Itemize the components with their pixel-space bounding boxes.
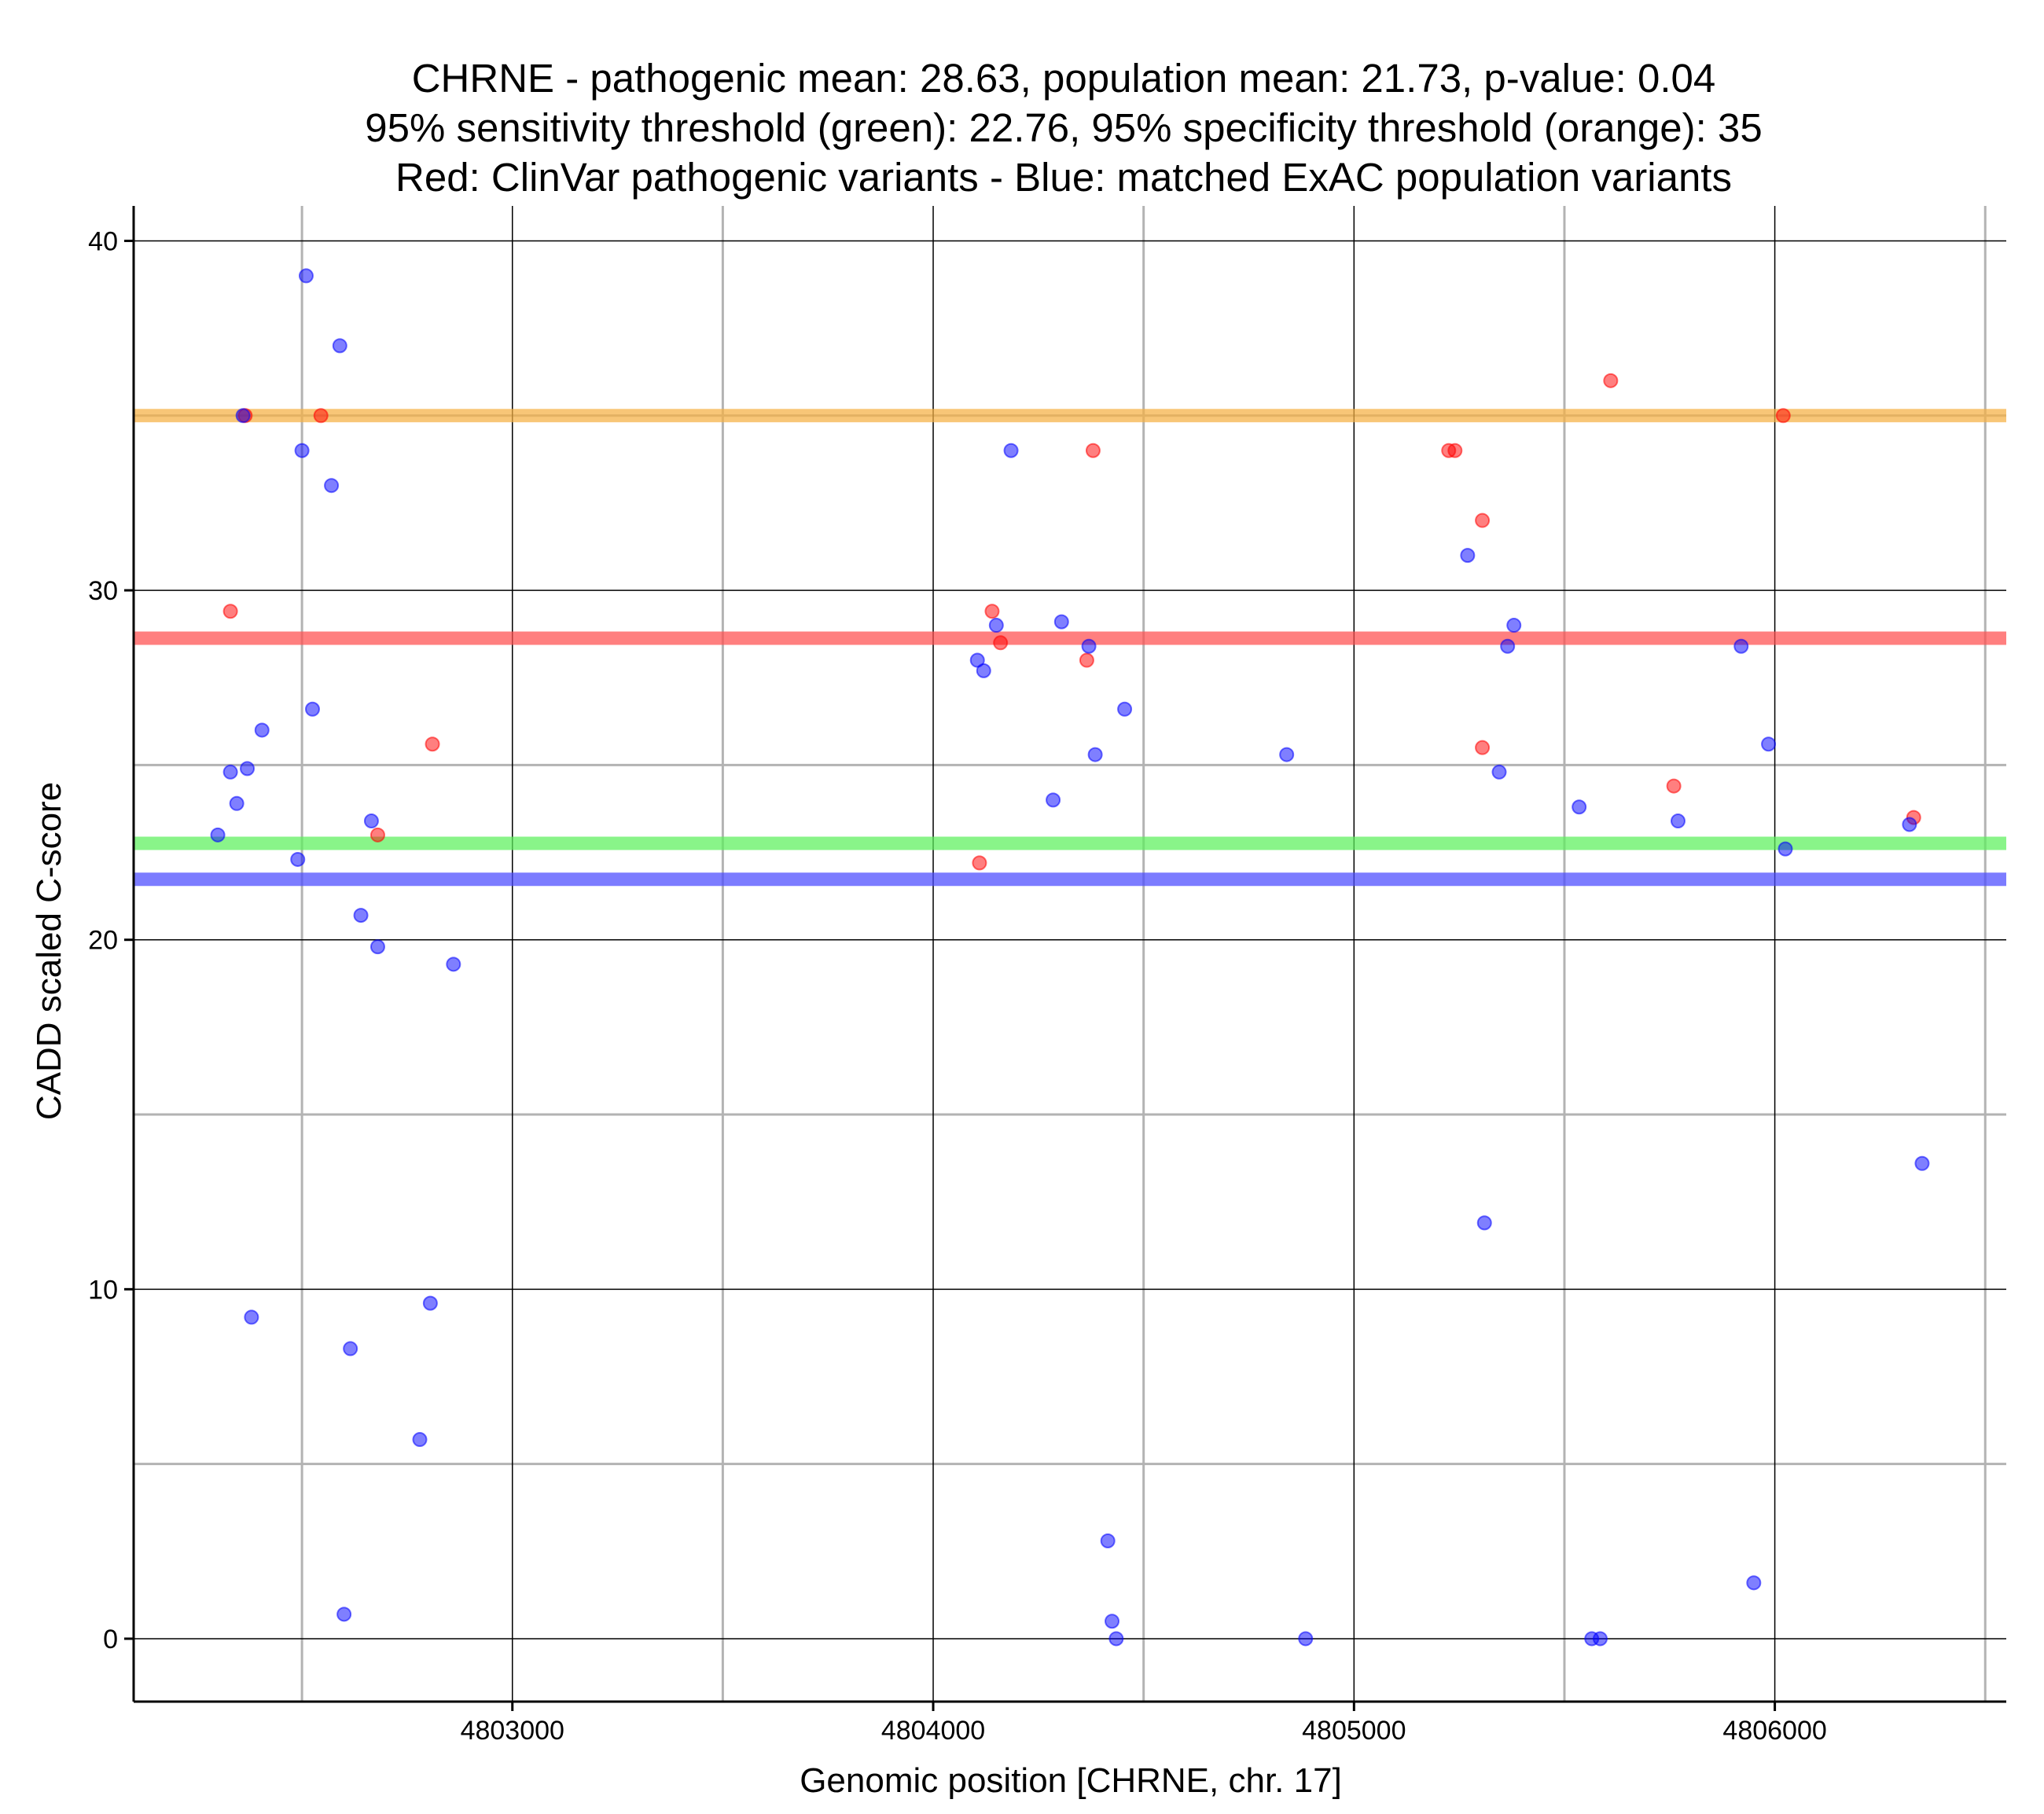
title-line-2: 95% sensitivity threshold (green): 22.76… [365,105,1762,150]
population-variant-point [976,663,991,678]
pathogenic-variant-point [1079,652,1094,668]
population-variant-point [1053,614,1069,630]
population-variant-point [1081,638,1097,654]
population-variant-point [1761,736,1777,752]
population-variant-point [1777,841,1793,857]
y-tick-label: 10 [88,1275,118,1305]
title-line-1: CHRNE - pathogenic mean: 28.63, populati… [412,56,1716,101]
reference-lines [134,409,2006,887]
population-variant-point [290,851,306,867]
population-variant-point [1746,1575,1762,1591]
pathogenic-variant-point [425,736,440,752]
pathogenic-variant-point [972,855,987,871]
population-variant-point [1506,618,1522,633]
population-variant-point [446,957,461,972]
chart-title: CHRNE - pathogenic mean: 28.63, populati… [365,56,1762,200]
population-variant-point [1491,764,1507,780]
population-variant-point [1279,747,1295,762]
axes: 0 10 20 30 40 4803000 4804000 4805000 4806000 [88,206,2006,1746]
population-variant-point [1100,1533,1116,1548]
pathogenic-variant-point [1666,778,1682,794]
population-variant-point [244,1309,259,1325]
population-variant-point [353,908,369,924]
pathogenic-variant-point [993,635,1009,651]
population-variant-point [1500,638,1516,654]
pathogenic-variant-point [222,604,238,619]
population-variant-point [1117,701,1133,717]
population-variant-point [1087,747,1103,762]
y-tick-label: 30 [88,576,118,606]
pathogenic-variant-point [1475,512,1491,528]
population-variant-point [1460,548,1476,564]
population-variant-point [235,408,251,424]
pathogenic-variant-point [1475,740,1491,755]
population-variant-point [369,939,385,955]
pathogenic-variant-point [1085,442,1101,458]
population-variant-point [294,442,310,458]
x-tick-label: 4803000 [461,1716,564,1746]
population-variant-point [988,618,1004,633]
x-tick-label: 4804000 [881,1716,985,1746]
x-tick-label: 4805000 [1302,1716,1406,1746]
pathogenic-variant-point [1775,408,1791,424]
grid [134,206,2006,1702]
population-variant-point [304,701,320,717]
population-variant-point [240,761,256,777]
pathogenic-variant-point [313,408,329,424]
population-variant-point [1902,817,1917,832]
population-variant-point [343,1341,358,1357]
population-variant-point [229,795,244,811]
population-variant-point [1046,792,1061,808]
population-variant-point [1670,813,1686,829]
population-variant-point [1298,1631,1314,1647]
x-axis-label: Genomic position [CHRNE, chr. 17] [800,1761,1342,1800]
pathogenic-variant-point [1603,373,1619,388]
population-variant-point [210,827,226,843]
population-variant-point [422,1295,438,1311]
population-variant-point [324,478,340,494]
population-variant-point [1108,1631,1124,1647]
population-variant-point [1572,799,1587,815]
population-variant-point [412,1432,428,1448]
population-variant-point [1476,1215,1492,1231]
pathogenic-variant-point [369,827,385,843]
population-variant-point [1914,1155,1930,1171]
population-variant-point [1003,442,1019,458]
pathogenic-variant-point [1447,442,1463,458]
y-tick-label: 20 [88,926,118,956]
population-variant-point [363,813,379,829]
y-tick-label: 40 [88,226,118,256]
x-tick-label: 4806000 [1722,1716,1826,1746]
population-variant-point [1592,1631,1608,1647]
y-tick-label: 0 [103,1625,118,1654]
population-variant-point [1733,638,1749,654]
population-variant-point [336,1607,352,1622]
population-variant-point [254,722,270,738]
y-axis-label: CADD scaled C-score [30,782,68,1120]
title-line-3: Red: ClinVar pathogenic variants - Blue:… [395,155,1732,200]
population-variant-point [298,268,314,284]
data-points [210,268,1930,1647]
population-variant-point [222,764,238,780]
pathogenic-variant-point [984,604,1000,619]
population-variant-point [1105,1614,1120,1629]
population-variant-point [332,338,347,354]
